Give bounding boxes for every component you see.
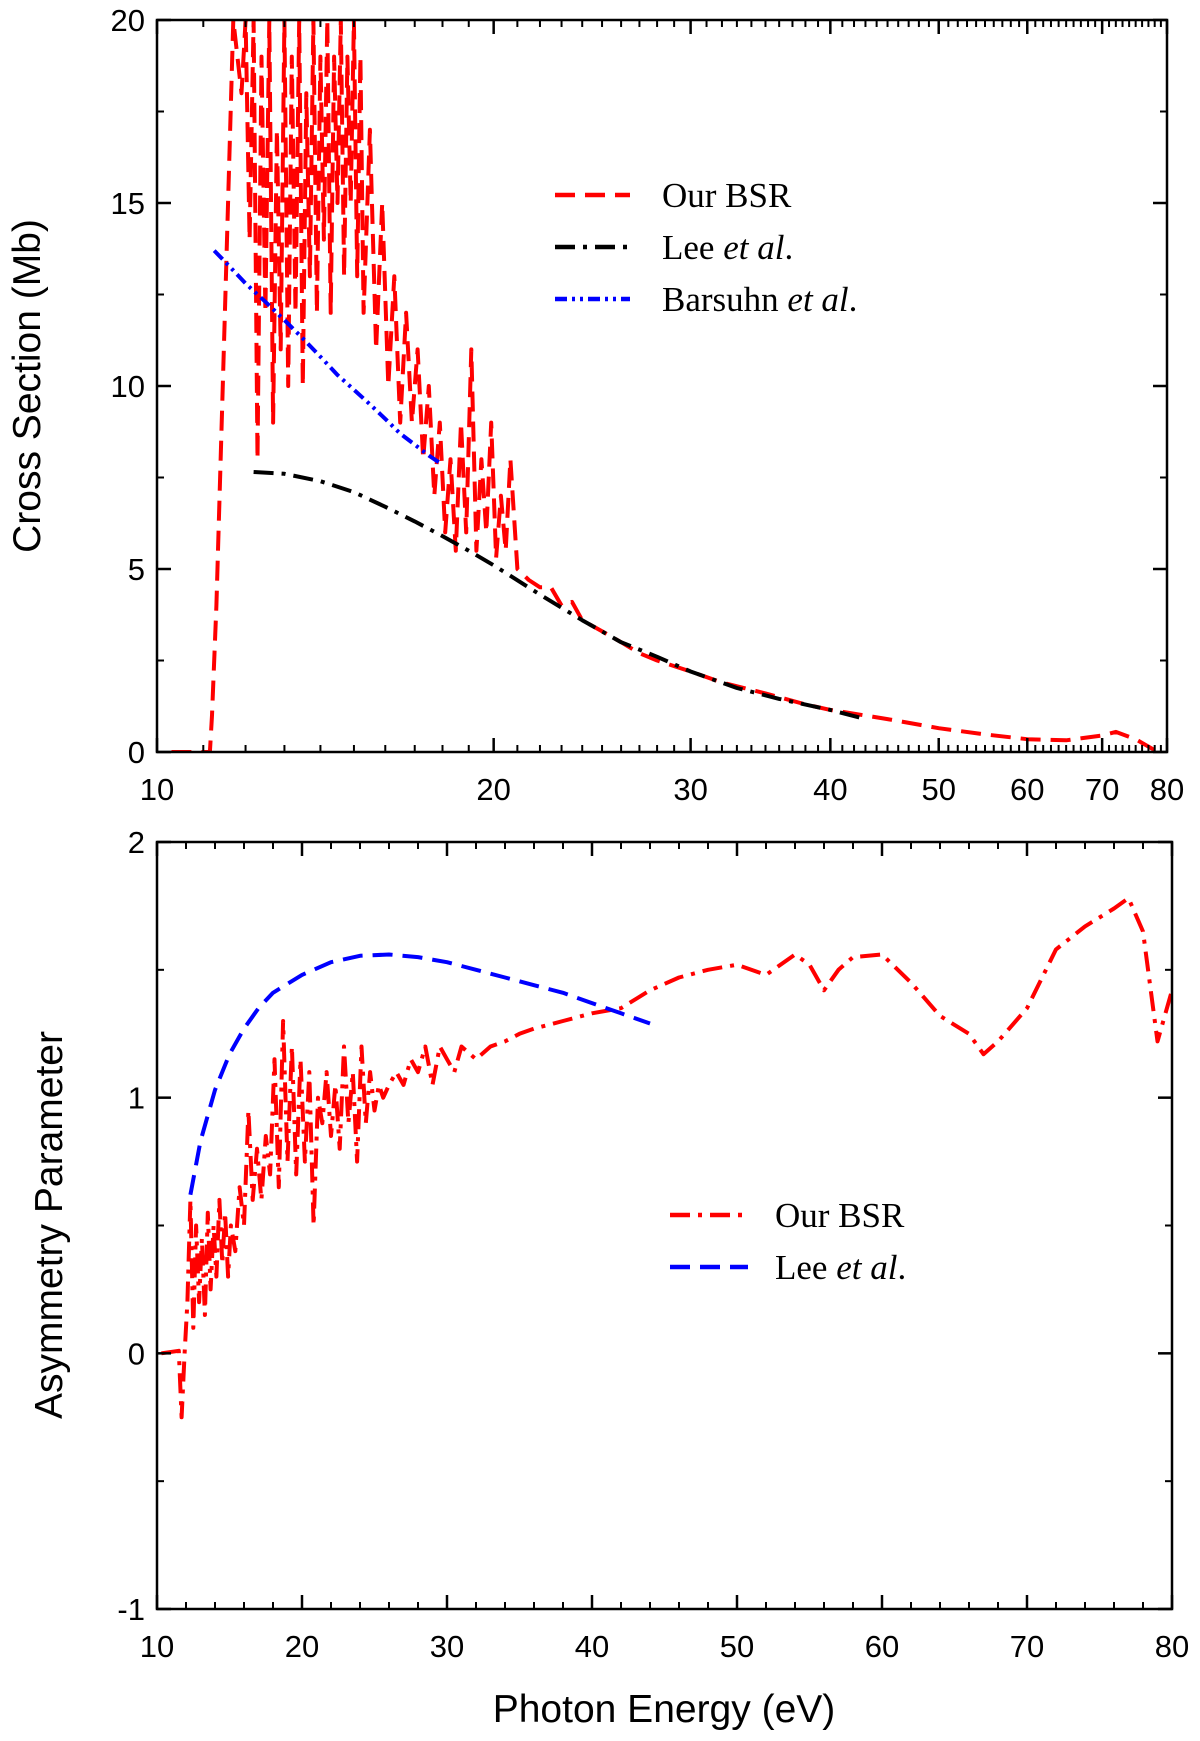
cross-section-y-tick-label: 15 bbox=[111, 186, 145, 221]
asymmetry-series-lee-et-al bbox=[188, 952, 651, 1196]
asymmetry-x-tick-label: 40 bbox=[575, 1629, 609, 1664]
asymmetry-y-tick-label: 1 bbox=[128, 1081, 145, 1116]
legend-label-barsuhn: Barsuhn et al. bbox=[662, 280, 857, 319]
asymmetry-x-axis-title: Photon Energy (eV) bbox=[493, 1688, 836, 1731]
cross-section-legend: Our BSR Lee et al. Barsuhn et al. bbox=[555, 176, 857, 319]
asymmetry-x-tick-label: 50 bbox=[720, 1629, 754, 1664]
cross-section-x-tick-label: 10 bbox=[140, 772, 174, 807]
legend-label-lee: Lee et al. bbox=[662, 228, 793, 267]
cross-section-y-tick-label: 10 bbox=[111, 369, 145, 404]
cross-section-y-tick-label: 5 bbox=[128, 552, 145, 587]
cross-section-series-our-bsr bbox=[171, 20, 1156, 752]
cross-section-plot-area bbox=[171, 20, 1156, 752]
cross-section-panel: 10 20 30 40 50 60 70 80 0 5 10 15 20 Cross Section (… bbox=[6, 3, 1184, 807]
cross-section-x-tick-label: 30 bbox=[673, 772, 707, 807]
asymmetry-x-tick-label: 10 bbox=[140, 1629, 174, 1664]
cross-section-x-tick-label: 50 bbox=[921, 772, 955, 807]
cross-section-x-tick-label: 20 bbox=[476, 772, 510, 807]
asymmetry-panel: 10 20 30 40 50 60 70 80 -1 0 1 2 Asymmetry Paramete… bbox=[28, 825, 1189, 1731]
cross-section-y-axis-title: Cross Section (Mb) bbox=[6, 219, 49, 553]
cross-section-y-tick-label: 0 bbox=[128, 735, 145, 770]
asymmetry-x-tick-label: 60 bbox=[865, 1629, 899, 1664]
cross-section-y-tick-label: 20 bbox=[111, 3, 145, 38]
legend-label-our-bsr-bottom: Our BSR bbox=[775, 1196, 905, 1235]
cross-section-x-tick-label: 60 bbox=[1010, 772, 1044, 807]
cross-section-frame bbox=[155, 18, 1169, 754]
asymmetry-x-tick-label: 70 bbox=[1010, 1629, 1044, 1664]
asymmetry-x-tick-label: 30 bbox=[430, 1629, 464, 1664]
asymmetry-y-tick-label: -1 bbox=[117, 1592, 145, 1627]
cross-section-series-barsuhn-et-al bbox=[212, 249, 444, 467]
asymmetry-y-axis-title: Asymmetry Parameter bbox=[28, 1031, 71, 1419]
cross-section-series-lee-et-al bbox=[253, 470, 867, 722]
asymmetry-x-tick-label: 20 bbox=[285, 1629, 319, 1664]
cross-section-x-tick-label: 70 bbox=[1085, 772, 1119, 807]
legend-label-our-bsr: Our BSR bbox=[662, 176, 792, 215]
asymmetry-x-tick-label: 80 bbox=[1155, 1629, 1189, 1664]
asymmetry-legend: Our BSR Lee et al. bbox=[670, 1196, 906, 1287]
asymmetry-y-tick-label: 0 bbox=[128, 1336, 145, 1371]
legend-label-lee-bottom: Lee et al. bbox=[775, 1248, 906, 1287]
asymmetry-plot-area bbox=[161, 896, 1172, 1420]
asymmetry-series-our-bsr bbox=[161, 896, 1172, 1420]
asymmetry-y-tick-label: 2 bbox=[128, 825, 145, 860]
cross-section-x-tick-label: 40 bbox=[813, 772, 847, 807]
cross-section-x-tick-label: 80 bbox=[1150, 772, 1184, 807]
asymmetry-frame bbox=[155, 840, 1174, 1611]
